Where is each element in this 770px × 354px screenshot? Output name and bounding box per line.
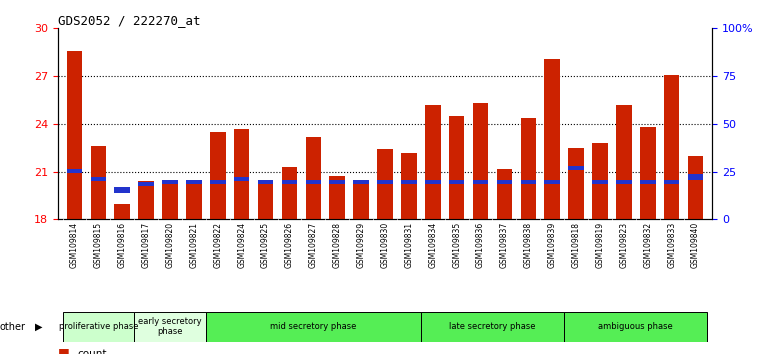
Bar xyxy=(282,181,297,184)
Text: ▶: ▶ xyxy=(35,321,42,332)
Text: GSM109819: GSM109819 xyxy=(595,222,604,268)
Bar xyxy=(67,169,82,173)
Bar xyxy=(91,177,106,181)
Bar xyxy=(421,312,564,342)
Bar xyxy=(616,105,631,219)
Bar xyxy=(234,177,249,181)
Text: GSM109834: GSM109834 xyxy=(428,222,437,268)
Bar xyxy=(134,312,206,342)
Bar xyxy=(449,181,464,184)
Bar xyxy=(330,181,345,184)
Text: GSM109816: GSM109816 xyxy=(118,222,127,268)
Text: GSM109814: GSM109814 xyxy=(70,222,79,268)
Text: GSM109815: GSM109815 xyxy=(94,222,103,268)
Bar xyxy=(306,137,321,219)
Bar xyxy=(162,181,178,184)
Bar xyxy=(425,105,440,219)
Text: GSM109840: GSM109840 xyxy=(691,222,700,268)
Bar xyxy=(330,176,345,219)
Bar xyxy=(258,181,273,184)
Bar xyxy=(186,181,202,184)
Text: late secretory phase: late secretory phase xyxy=(449,322,536,331)
Bar xyxy=(544,181,560,184)
Text: GSM109817: GSM109817 xyxy=(142,222,151,268)
Bar xyxy=(282,167,297,219)
Bar xyxy=(640,181,655,184)
Bar xyxy=(688,156,703,219)
Text: GSM109831: GSM109831 xyxy=(404,222,413,268)
Text: GSM109828: GSM109828 xyxy=(333,222,342,268)
Bar xyxy=(425,181,440,184)
Text: GSM109827: GSM109827 xyxy=(309,222,318,268)
Text: GSM109818: GSM109818 xyxy=(571,222,581,268)
Text: GSM109838: GSM109838 xyxy=(524,222,533,268)
Text: GSM109836: GSM109836 xyxy=(476,222,485,268)
Bar xyxy=(616,181,631,184)
Bar xyxy=(115,204,130,219)
Text: GSM109824: GSM109824 xyxy=(237,222,246,268)
Bar xyxy=(568,166,584,170)
Bar xyxy=(377,149,393,219)
Text: GSM109833: GSM109833 xyxy=(667,222,676,268)
Bar xyxy=(115,187,130,193)
Bar xyxy=(353,181,369,184)
Text: GSM109829: GSM109829 xyxy=(357,222,366,268)
Text: ambiguous phase: ambiguous phase xyxy=(598,322,673,331)
Bar xyxy=(449,116,464,219)
Bar xyxy=(162,179,178,219)
Text: GSM109837: GSM109837 xyxy=(500,222,509,268)
Bar xyxy=(497,181,512,184)
Bar xyxy=(568,148,584,219)
Bar xyxy=(67,51,82,219)
Bar xyxy=(377,181,393,184)
Bar xyxy=(139,181,154,219)
Bar xyxy=(497,169,512,219)
Bar xyxy=(664,74,679,219)
Text: GSM109820: GSM109820 xyxy=(166,222,175,268)
Bar xyxy=(564,312,708,342)
Text: other: other xyxy=(0,321,26,332)
Text: ■: ■ xyxy=(58,346,69,354)
Text: count: count xyxy=(77,349,106,354)
Bar xyxy=(592,143,608,219)
Text: GSM109823: GSM109823 xyxy=(619,222,628,268)
Bar xyxy=(206,312,421,342)
Bar xyxy=(210,181,226,184)
Bar xyxy=(521,181,536,184)
Bar xyxy=(473,103,488,219)
Text: GDS2052 / 222270_at: GDS2052 / 222270_at xyxy=(58,14,200,27)
Bar xyxy=(210,132,226,219)
Bar xyxy=(62,312,134,342)
Text: GSM109830: GSM109830 xyxy=(380,222,390,268)
Bar xyxy=(688,174,703,180)
Bar xyxy=(592,181,608,184)
Bar xyxy=(91,146,106,219)
Text: early secretory
phase: early secretory phase xyxy=(138,317,202,336)
Bar xyxy=(640,127,655,219)
Bar xyxy=(139,182,154,186)
Text: GSM109839: GSM109839 xyxy=(547,222,557,268)
Text: GSM109825: GSM109825 xyxy=(261,222,270,268)
Bar xyxy=(401,181,417,184)
Text: GSM109821: GSM109821 xyxy=(189,222,199,268)
Text: mid secretory phase: mid secretory phase xyxy=(270,322,357,331)
Bar xyxy=(544,58,560,219)
Bar xyxy=(234,129,249,219)
Text: GSM109822: GSM109822 xyxy=(213,222,223,268)
Text: GSM109826: GSM109826 xyxy=(285,222,294,268)
Bar xyxy=(473,181,488,184)
Text: GSM109832: GSM109832 xyxy=(643,222,652,268)
Bar xyxy=(401,153,417,219)
Bar xyxy=(258,179,273,219)
Text: proliferative phase: proliferative phase xyxy=(59,322,138,331)
Bar xyxy=(353,179,369,219)
Bar xyxy=(521,118,536,219)
Text: GSM109835: GSM109835 xyxy=(452,222,461,268)
Bar xyxy=(664,181,679,184)
Bar xyxy=(186,179,202,219)
Bar xyxy=(306,181,321,184)
